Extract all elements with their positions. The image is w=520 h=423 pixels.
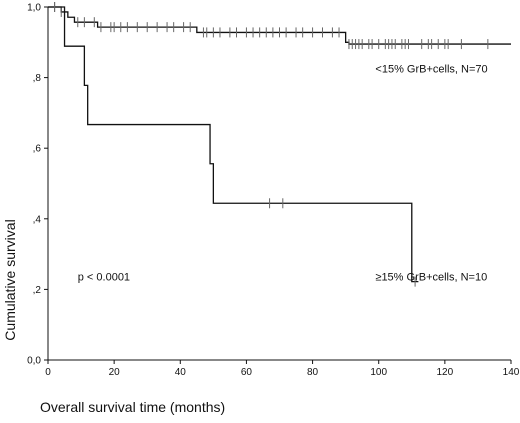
x-tick-label: 20 <box>109 367 121 378</box>
series-layer <box>48 2 511 287</box>
series-line-1 <box>48 6 511 45</box>
x-tick-label: 40 <box>175 367 187 378</box>
y-tick-label: ,6 <box>33 144 42 155</box>
x-axis-label: Overall survival time (months) <box>40 399 225 415</box>
y-axis-label: Cumulative survival <box>2 219 18 340</box>
annotation: <15% GrB+cells, N=70 <box>375 63 487 75</box>
y-tick-label: 0,0 <box>27 356 41 367</box>
y-tick-label: ,4 <box>33 214 42 225</box>
annotation: ≥15% GrB+cells, N=10 <box>375 272 487 284</box>
x-tick-label: 100 <box>370 367 387 378</box>
x-tick-label: 120 <box>437 367 454 378</box>
x-tick-label: 60 <box>241 367 253 378</box>
annotations: p < 0.0001 <15% GrB+cells, N=70 ≥15% GrB+c… <box>78 63 488 283</box>
x-tick-label: 0 <box>45 367 51 378</box>
y-tick-label: ,8 <box>33 73 42 84</box>
series-line-2 <box>48 6 419 283</box>
axes: 0 20 40 60 80 100 120 140 0,0 ,2 ,4 ,6 ,8 1,0 <box>27 3 520 379</box>
y-tick-label: 1,0 <box>27 3 41 14</box>
x-tick-label: 140 <box>503 367 520 378</box>
annotation: p < 0.0001 <box>78 272 130 284</box>
y-tick-label: ,2 <box>33 285 42 296</box>
x-tick-label: 80 <box>307 367 319 378</box>
